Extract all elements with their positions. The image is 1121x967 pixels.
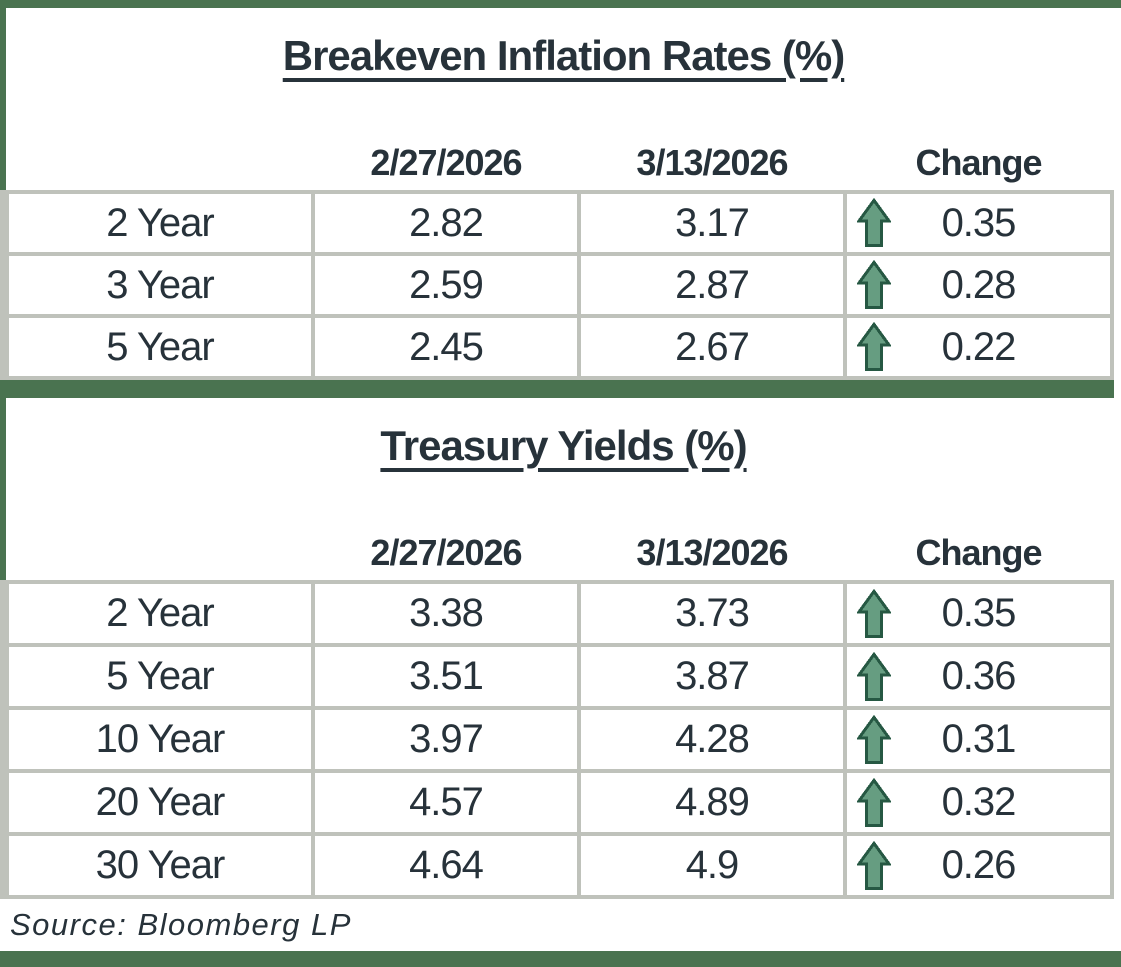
breakeven-table-title: Breakeven Inflation Rates (%) [282, 32, 846, 79]
up-arrow-icon [857, 840, 891, 890]
header-date-2: 3/13/2026 [636, 142, 788, 183]
value-date-1: 4.57 [315, 773, 577, 832]
value-date-2: 3.87 [581, 647, 843, 706]
header-date-2: 3/13/2026 [636, 532, 788, 573]
up-arrow-icon [857, 777, 891, 827]
header-spacer [9, 528, 311, 574]
header-change: Change [915, 532, 1042, 573]
value-date-2: 2.87 [581, 256, 843, 314]
header-change: Change [915, 142, 1042, 183]
table-divider-bar [0, 380, 1114, 398]
up-arrow-icon [857, 322, 891, 372]
value-date-1: 2.82 [315, 194, 577, 252]
change-cell: 0.26 [847, 836, 1110, 895]
value-date-1: 3.97 [315, 710, 577, 769]
breakeven-header-row: 2/27/2026 3/13/2026 Change [6, 138, 1120, 184]
change-value: 0.35 [941, 591, 1017, 635]
value-date-1: 2.59 [315, 256, 577, 314]
change-cell: 0.35 [847, 584, 1110, 643]
row-label: 3 Year [9, 256, 311, 314]
treasury-header-row: 2/27/2026 3/13/2026 Change [6, 528, 1120, 574]
change-value: 0.31 [941, 717, 1017, 761]
value-date-2: 4.28 [581, 710, 843, 769]
value-date-1: 4.64 [315, 836, 577, 895]
breakeven-table-grid: 2 Year 2.82 3.17 0.35 3 Year 2.59 2.87 0.28 5 Ye… [0, 190, 1114, 380]
source-note: Source: Bloomberg LP [10, 907, 352, 942]
up-arrow-icon [857, 651, 891, 701]
row-label: 5 Year [9, 318, 311, 376]
row-label: 10 Year [9, 710, 311, 769]
change-value: 0.32 [941, 780, 1017, 824]
treasury-title-section: Treasury Yields (%) 2/27/2026 3/13/2026 … [0, 398, 1121, 580]
value-date-2: 4.9 [581, 836, 843, 895]
treasury-table-grid: 2 Year 3.38 3.73 0.35 5 Year 3.51 3.87 0.36 10 Y… [0, 580, 1114, 899]
up-arrow-icon [857, 260, 891, 310]
value-date-1: 2.45 [315, 318, 577, 376]
value-date-2: 3.17 [581, 194, 843, 252]
change-value: 0.22 [941, 324, 1017, 369]
top-green-border [0, 0, 1121, 8]
breakeven-title-section: Breakeven Inflation Rates (%) 2/27/2026 … [0, 8, 1121, 190]
value-date-1: 3.38 [315, 584, 577, 643]
row-label: 30 Year [9, 836, 311, 895]
row-label: 2 Year [9, 194, 311, 252]
change-value: 0.35 [941, 200, 1017, 245]
value-date-2: 2.67 [581, 318, 843, 376]
up-arrow-icon [857, 714, 891, 764]
change-cell: 0.35 [847, 194, 1110, 252]
row-label: 20 Year [9, 773, 311, 832]
change-value: 0.36 [941, 654, 1017, 698]
up-arrow-icon [857, 588, 891, 638]
row-label: 2 Year [9, 584, 311, 643]
change-value: 0.26 [941, 843, 1017, 887]
value-date-2: 3.73 [581, 584, 843, 643]
header-date-1: 2/27/2026 [370, 532, 522, 573]
change-value: 0.28 [941, 262, 1017, 307]
value-date-1: 3.51 [315, 647, 577, 706]
change-cell: 0.22 [847, 318, 1110, 376]
bottom-green-border [0, 951, 1121, 967]
treasury-table-title: Treasury Yields (%) [380, 422, 747, 469]
value-date-2: 4.89 [581, 773, 843, 832]
header-date-1: 2/27/2026 [370, 142, 522, 183]
up-arrow-icon [857, 198, 891, 248]
change-cell: 0.31 [847, 710, 1110, 769]
change-cell: 0.32 [847, 773, 1110, 832]
header-spacer [9, 138, 311, 184]
change-cell: 0.28 [847, 256, 1110, 314]
row-label: 5 Year [9, 647, 311, 706]
change-cell: 0.36 [847, 647, 1110, 706]
